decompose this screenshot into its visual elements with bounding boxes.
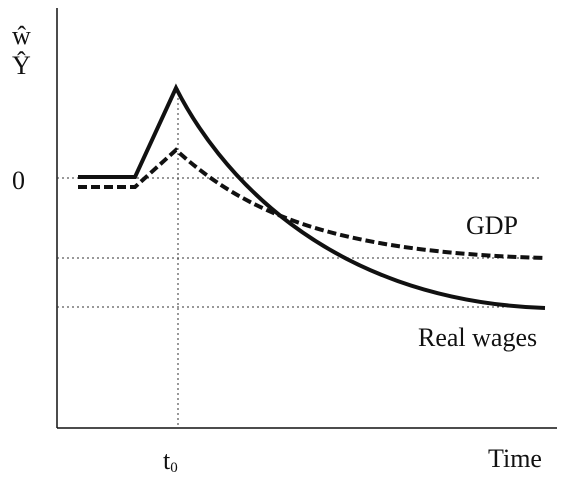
- guides: [57, 88, 540, 428]
- t0-label: t0: [163, 446, 178, 476]
- w-hat-label: ŵ: [12, 21, 31, 50]
- real-wages-curve: [78, 83, 546, 310]
- gdp-curve: [78, 147, 546, 260]
- t0-subscript: 0: [170, 460, 178, 476]
- zero-label: 0: [12, 166, 25, 195]
- wages-label: Real wages: [418, 323, 537, 352]
- x-axis-label: Time: [488, 444, 542, 473]
- t0-main: t: [163, 446, 171, 475]
- y-hat-label: Ŷ: [12, 51, 31, 80]
- axes: [56, 8, 557, 429]
- gdp-label: GDP: [466, 211, 518, 240]
